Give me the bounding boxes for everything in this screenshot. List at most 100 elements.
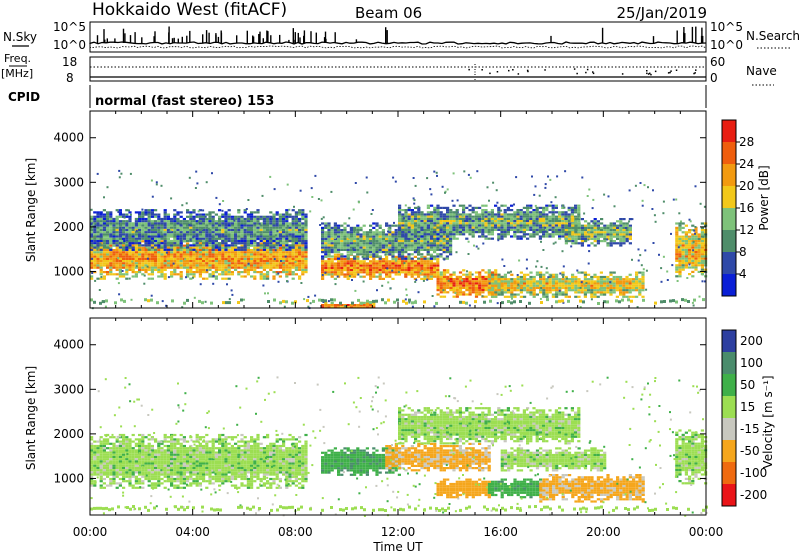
heatmap-cell <box>484 237 488 240</box>
heatmap-cell <box>471 228 475 231</box>
heatmap-cell <box>269 264 273 267</box>
heatmap-cell <box>587 235 591 238</box>
heatmap-cell <box>157 249 161 252</box>
heatmap-cell <box>596 278 600 281</box>
heatmap-cell <box>106 231 110 234</box>
heatmap-cell <box>176 239 180 243</box>
heatmap-cell <box>513 224 517 227</box>
heatmap-cell <box>214 235 218 238</box>
heatmap-cell <box>574 235 578 238</box>
heatmap-cell <box>327 269 331 272</box>
heatmap-cell <box>372 246 376 249</box>
heatmap-cell <box>179 273 183 276</box>
heatmap-cell <box>160 226 164 229</box>
heatmap-cell <box>205 251 209 254</box>
heatmap-cell <box>561 284 565 287</box>
heatmap-cell <box>410 269 414 272</box>
heatmap-cell <box>337 271 341 274</box>
heatmap-cell <box>442 233 446 236</box>
heatmap-cell <box>407 228 411 231</box>
heatmap-cell <box>503 204 507 207</box>
heatmap-cell <box>291 255 295 258</box>
heatmap-cell <box>442 206 446 209</box>
heatmap-cell <box>128 231 132 234</box>
heatmap-cell <box>420 244 424 247</box>
heatmap-cell <box>259 251 263 254</box>
heatmap-cell <box>487 215 491 218</box>
heatmap-cell <box>691 244 695 247</box>
heatmap-cell <box>234 242 238 245</box>
heatmap-cell <box>423 273 427 276</box>
heatmap-cell <box>147 224 151 227</box>
heatmap-cell <box>278 242 282 245</box>
heatmap-cell <box>282 266 286 269</box>
heatmap-cell <box>481 231 485 234</box>
heatmap-cell <box>154 266 158 269</box>
heatmap-cell <box>433 257 437 260</box>
heatmap-cell <box>227 235 231 238</box>
heatmap-cell <box>490 209 494 212</box>
heatmap-cell <box>160 242 164 245</box>
heatmap-cell <box>298 211 302 214</box>
heatmap-cell <box>327 229 331 232</box>
heatmap-cell <box>612 240 616 243</box>
heatmap-cell <box>359 304 363 307</box>
nave-point <box>576 72 578 75</box>
heatmap-cell <box>170 271 174 274</box>
heatmap-cell <box>490 213 494 216</box>
heatmap-cell <box>240 226 244 229</box>
heatmap-cell <box>256 220 260 223</box>
heatmap-cell <box>574 278 578 281</box>
heatmap-cell <box>506 233 510 236</box>
heatmap-cell <box>561 282 565 285</box>
heatmap-cell <box>115 233 119 236</box>
heatmap-cell <box>346 237 350 240</box>
heatmap-cell <box>465 289 469 292</box>
heatmap-cell <box>481 217 485 220</box>
heatmap-cell <box>545 233 549 236</box>
heatmap-cell <box>154 242 158 245</box>
heatmap-cell <box>564 280 568 283</box>
heatmap-cell <box>491 282 495 285</box>
heatmap-cell <box>125 242 129 245</box>
heatmap-cell <box>166 246 170 249</box>
heatmap-cell <box>439 291 443 294</box>
heatmap-cell <box>678 259 682 262</box>
heatmap-cell <box>250 228 254 232</box>
heatmap-cell <box>510 286 514 290</box>
heatmap-cell <box>510 295 514 298</box>
heatmap-cell <box>330 260 334 263</box>
heatmap-cell <box>497 289 501 292</box>
heatmap-cell <box>381 251 385 254</box>
heatmap-cell <box>526 233 530 236</box>
heatmap-cell <box>256 217 260 221</box>
heatmap-cell <box>574 211 578 214</box>
heatmap-cell <box>558 233 562 236</box>
heatmap-cell <box>269 253 273 256</box>
heatmap-cell <box>417 228 421 231</box>
heatmap-cell <box>125 228 129 232</box>
nave-point <box>544 69 546 71</box>
heatmap-cell <box>590 278 594 281</box>
heatmap-cell <box>275 239 279 243</box>
heatmap-cell <box>407 235 411 238</box>
heatmap-cell <box>603 284 607 287</box>
heatmap-cell <box>205 271 209 274</box>
heatmap-cell <box>612 286 616 290</box>
heatmap-cell <box>426 257 430 260</box>
heatmap-cell <box>163 213 167 216</box>
heatmap-cell <box>298 268 302 271</box>
heatmap-cell <box>173 262 177 265</box>
heatmap-cell <box>436 237 440 240</box>
heatmap-cell <box>227 262 231 265</box>
heatmap-cell <box>513 222 517 225</box>
heatmap-cell <box>606 275 610 279</box>
cpid-label: CPID <box>8 90 40 104</box>
heatmap-cell <box>266 255 270 258</box>
heatmap-cell <box>369 273 373 276</box>
heatmap-cell <box>471 286 475 289</box>
heatmap-cell <box>375 264 379 267</box>
heatmap-cell <box>189 217 193 221</box>
heatmap-cell <box>186 231 190 234</box>
heatmap-cell <box>224 239 228 243</box>
